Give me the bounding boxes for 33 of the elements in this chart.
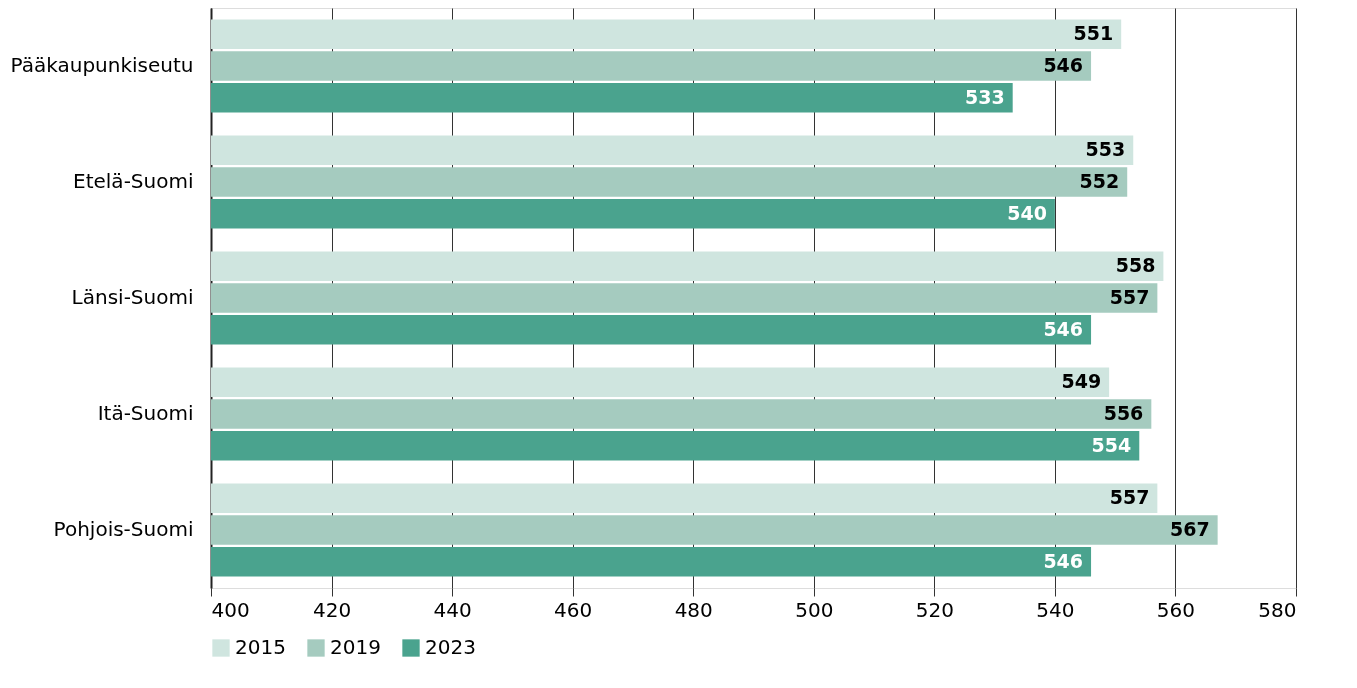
y-tick-label: Itä-Suomi: [97, 401, 194, 425]
x-tick-label: 460: [554, 597, 593, 622]
data-label: 546: [1043, 549, 1084, 572]
x-tick-label: 440: [433, 597, 472, 622]
legend-label: 2015: [235, 635, 286, 659]
data-label: 533: [965, 85, 1005, 108]
data-label: 551: [1073, 22, 1114, 45]
x-tick-label: 580: [1258, 597, 1297, 622]
legend-label: 2019: [330, 635, 381, 659]
x-tick-label: 400: [211, 597, 250, 622]
data-label: 554: [1091, 433, 1132, 456]
data-label: 549: [1061, 370, 1102, 393]
data-label: 553: [1085, 138, 1126, 161]
y-tick-label: Etelä-Suomi: [73, 169, 194, 193]
x-tick-label: 520: [915, 597, 954, 622]
x-tick-label: 480: [674, 597, 713, 622]
data-label: 557: [1109, 286, 1150, 308]
data-label: 540: [1007, 201, 1047, 224]
data-label: 546: [1043, 317, 1084, 340]
x-tick-label: 560: [1156, 597, 1196, 622]
x-tick-label: 500: [795, 597, 834, 622]
data-label: 556: [1103, 402, 1144, 424]
x-tick-label: 540: [1036, 597, 1075, 622]
data-label: 567: [1169, 518, 1210, 540]
x-tick-label: 420: [312, 597, 352, 622]
data-label: 546: [1043, 54, 1084, 76]
data-label: 558: [1115, 254, 1156, 277]
y-tick-label: Pääkaupunkiseutu: [10, 53, 194, 77]
y-tick-label: Länsi-Suomi: [71, 285, 194, 309]
y-tick-label: Pohjois-Suomi: [53, 517, 194, 541]
data-label: 557: [1109, 486, 1150, 509]
legend-label: 2023: [425, 635, 476, 659]
data-label: 552: [1079, 170, 1120, 192]
